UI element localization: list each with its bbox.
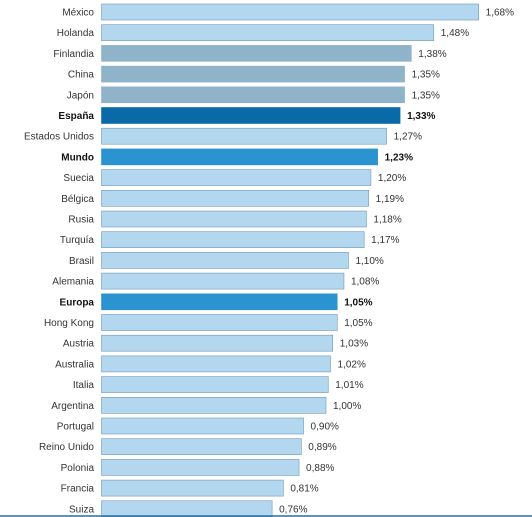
value-label: 1,18% [373, 215, 401, 226]
bar-suecia [101, 169, 372, 186]
bar-españa [101, 107, 401, 124]
category-label: Polonia [61, 463, 95, 474]
category-label: Turquía [60, 235, 95, 246]
value-label: 1,02% [337, 359, 365, 370]
value-label: 1,08% [351, 277, 379, 288]
value-label: 1,03% [340, 339, 368, 350]
value-label: 1,33% [407, 111, 435, 122]
category-label: Australia [55, 359, 94, 370]
value-label: 1,27% [394, 132, 422, 143]
value-label: 1,05% [344, 318, 372, 329]
bar-reino-unido [101, 438, 302, 456]
value-label: 1,19% [376, 194, 404, 205]
value-label: 1,00% [333, 401, 361, 412]
bar-china [101, 65, 405, 83]
bar-japón [101, 86, 405, 104]
value-label: 1,35% [412, 90, 440, 101]
category-label: Francia [61, 484, 95, 495]
category-label: Estados Unidos [24, 132, 94, 143]
value-label: 1,01% [335, 380, 363, 391]
category-label: Italia [73, 380, 95, 391]
category-label: Mundo [61, 152, 94, 163]
value-label: 1,20% [378, 173, 406, 184]
bar-bélgica [101, 190, 369, 207]
category-label: China [68, 70, 95, 81]
bar-alemania [101, 272, 345, 290]
value-label: 0,90% [311, 422, 339, 433]
category-label: Hong Kong [44, 318, 94, 329]
category-label: Holanda [57, 28, 95, 39]
value-label: 0,76% [279, 504, 307, 515]
category-label: Suecia [63, 173, 94, 184]
bar-finlandia [101, 45, 412, 62]
bar-méxico [101, 3, 479, 21]
category-label: México [62, 8, 94, 19]
bar-europa [101, 293, 338, 311]
value-label: 0,89% [308, 442, 336, 453]
category-label: Austria [63, 339, 95, 350]
bar-portugal [101, 417, 304, 435]
value-label: 1,23% [385, 152, 413, 163]
category-label: Alemania [52, 277, 94, 288]
value-labels: 1,68% 1,48% 1,38% 1,35% 1,35% 1,33% 1,27% 1,23%… [279, 8, 514, 516]
category-label: España [58, 111, 94, 122]
bar-hong-kong [101, 314, 338, 331]
category-labels: México Holanda Finlandia China Japón España Es… [24, 8, 94, 516]
value-label: 1,48% [441, 28, 469, 39]
category-label: Rusia [68, 215, 94, 226]
category-label: Japón [67, 90, 94, 101]
category-label: Finlandia [53, 49, 94, 60]
value-label: 1,05% [344, 297, 372, 308]
value-label: 0,81% [290, 484, 318, 495]
bar-suiza [101, 500, 273, 517]
bar-holanda [101, 24, 435, 42]
value-label: 1,35% [412, 70, 440, 81]
category-label: Suiza [69, 504, 94, 515]
bar-turquía [101, 231, 365, 248]
bar-austria [101, 334, 334, 352]
category-label: Portugal [57, 422, 94, 433]
value-label: 1,17% [371, 235, 399, 246]
bars-group [101, 3, 479, 517]
bar-mundo [101, 148, 378, 166]
category-label: Europa [60, 297, 95, 308]
bar-italia [101, 376, 329, 393]
bar-francia [101, 479, 284, 497]
category-label: Bélgica [61, 194, 94, 205]
bar-rusia [101, 210, 367, 228]
category-label: Reino Unido [39, 442, 94, 453]
bar-australia [101, 355, 331, 373]
category-label: Argentina [51, 401, 94, 412]
bar-polonia [101, 459, 300, 476]
bar-estados-unidos [101, 127, 387, 145]
value-label: 1,68% [486, 8, 514, 19]
value-label: 0,88% [306, 463, 334, 474]
value-label: 1,38% [418, 49, 446, 60]
category-label: Brasil [69, 256, 94, 267]
value-label: 1,10% [355, 256, 383, 267]
bar-brasil [101, 252, 349, 269]
bar-argentina [101, 396, 327, 414]
